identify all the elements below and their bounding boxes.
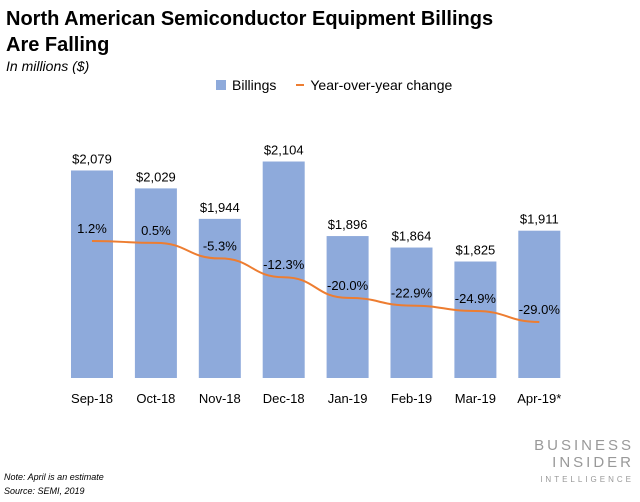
logo-line-3: INTELLIGENCE: [540, 475, 634, 484]
bar-Feb-19: [390, 247, 433, 378]
bar-value-label: $1,944: [200, 200, 240, 215]
bar-Sep-18: [71, 170, 113, 378]
yoy-label: -12.3%: [263, 257, 305, 272]
bar-value-label: $1,896: [328, 217, 368, 232]
logo-line-2: INSIDER: [552, 454, 634, 471]
bar-Dec-18: [262, 161, 305, 378]
bar-Nov-18: [198, 218, 241, 378]
yoy-label: -20.0%: [327, 278, 369, 293]
legend: Billings Year-over-year change: [216, 77, 452, 93]
x-tick-label: Sep-18: [71, 391, 113, 406]
bar-value-label: $1,825: [456, 243, 496, 258]
x-tick-label: Feb-19: [391, 391, 432, 406]
bar-Oct-18: [134, 188, 177, 378]
yoy-label: -24.9%: [455, 291, 497, 306]
x-tick-label: Oct-18: [136, 391, 175, 406]
bar-Jan-19: [326, 236, 369, 378]
bar-value-label: $2,079: [72, 151, 112, 166]
x-tick-label: Jan-19: [328, 391, 368, 406]
bar-Mar-19: [454, 261, 497, 378]
legend-label-yoy: Year-over-year change: [310, 77, 453, 93]
chart-subtitle: In millions ($): [6, 58, 90, 74]
legend-swatch-yoy: [296, 84, 305, 86]
yoy-label: -5.3%: [203, 238, 237, 253]
source: Source: SEMI, 2019: [4, 486, 85, 496]
bar-Apr-19*: [518, 230, 561, 378]
bar-value-label: $1,864: [392, 229, 432, 244]
yoy-label: 0.5%: [141, 223, 171, 238]
note: Note: April is an estimate: [4, 472, 104, 482]
yoy-line: [91, 240, 540, 323]
logo-line-1: BUSINESS: [534, 437, 634, 454]
x-tick-label: Apr-19*: [517, 391, 561, 406]
yoy-label: -22.9%: [391, 286, 433, 301]
x-tick-label: Mar-19: [455, 391, 496, 406]
bar-value-label: $2,029: [136, 169, 176, 184]
yoy-label: -29.0%: [519, 302, 561, 317]
bar-value-label: $1,911: [520, 212, 559, 227]
legend-label-billings: Billings: [232, 77, 277, 93]
bar-value-label: $2,104: [264, 143, 304, 158]
logo: BUSINESS INSIDER INTELLIGENCE: [534, 437, 634, 488]
x-tick-label: Dec-18: [263, 391, 305, 406]
chart-title: North American Semiconductor Equipment B…: [6, 8, 494, 56]
legend-swatch-billings: [216, 80, 226, 90]
yoy-label: 1.2%: [77, 221, 107, 236]
x-tick-label: Nov-18: [199, 391, 241, 406]
